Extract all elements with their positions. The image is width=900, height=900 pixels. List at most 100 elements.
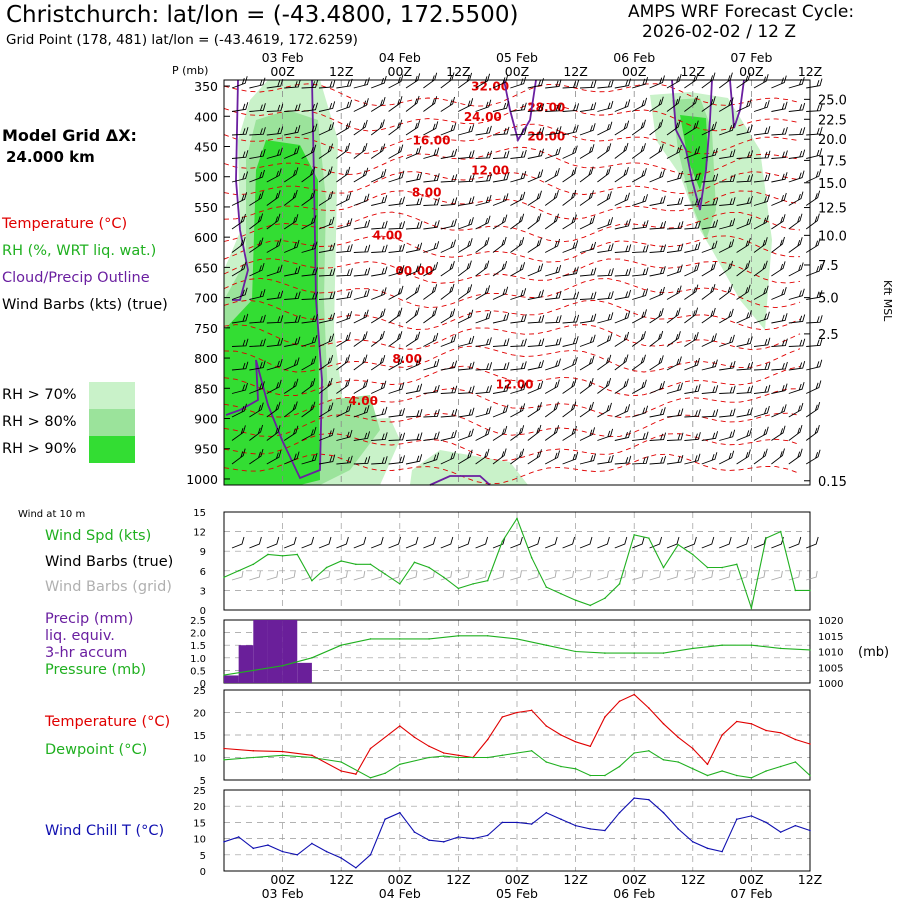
wind-chill-line-point <box>442 841 445 843</box>
wind-barb <box>266 147 283 159</box>
wind-barb <box>597 100 614 112</box>
surface-wind-barb-true <box>388 536 402 549</box>
wind-barb <box>266 168 282 183</box>
wind-barb <box>614 244 632 253</box>
temperature-label: Temperature (°C) <box>45 714 171 730</box>
wind-barb <box>510 361 527 371</box>
pressure-line-point <box>369 638 372 640</box>
wind-barb <box>753 311 770 324</box>
wind-barb <box>388 285 404 300</box>
cross-section-frame <box>223 79 811 486</box>
bottom-date-label: 05 Feb <box>496 886 538 900</box>
temperature-line-point <box>735 720 738 723</box>
wind-speed-line-point <box>604 597 606 600</box>
wind-barb <box>788 448 803 465</box>
wind-barb <box>301 123 318 136</box>
wind-barb <box>231 338 249 347</box>
wind-barb <box>788 213 803 230</box>
wind-barb <box>527 78 544 89</box>
wind-barb <box>405 408 423 418</box>
windchill-panel-y-tick: 0 <box>200 867 206 878</box>
wind-barb <box>301 190 316 206</box>
wind-barb <box>649 195 666 206</box>
wind-barb <box>371 220 388 230</box>
wind-barb <box>266 401 281 418</box>
wind-barb <box>458 309 474 324</box>
wind-barb <box>684 384 701 394</box>
temperature-line-point <box>809 743 811 745</box>
pressure-y2-tick: 1015 <box>818 632 843 643</box>
wind-barb <box>492 236 507 253</box>
wind-barb <box>388 356 404 371</box>
dewpoint-line-point <box>677 761 679 763</box>
wind-barb <box>423 284 438 300</box>
wind-barb <box>771 313 788 324</box>
dewpoint-line-point <box>252 756 255 759</box>
wind-barb <box>666 307 681 324</box>
wind-barb <box>597 79 614 89</box>
wind-barb <box>318 190 334 206</box>
wind-barb <box>231 313 249 324</box>
wind-barb <box>249 360 266 371</box>
wind-barb <box>701 333 717 347</box>
pressure-label: Pressure (mb) <box>45 662 147 678</box>
wind-chill-line-point <box>428 839 430 842</box>
dewpoint-line-point <box>618 765 621 768</box>
wind-speed-line-point <box>355 563 357 566</box>
wind-barb <box>736 284 751 300</box>
wind-barb <box>405 284 421 300</box>
rh70-area <box>410 450 528 485</box>
dewpoint-line-point <box>750 776 753 779</box>
precip-bar <box>253 620 268 683</box>
wind-barb <box>719 197 736 206</box>
temperature-line-point <box>721 734 723 736</box>
wind-barb <box>579 377 594 394</box>
precip-panel-y-tick: 2.5 <box>190 616 206 627</box>
wind-barb <box>701 307 716 324</box>
wind-barb <box>806 103 823 112</box>
wind-barb <box>492 362 510 371</box>
wind-barb <box>492 286 509 300</box>
wind-barb <box>579 267 597 277</box>
wind-barb <box>405 383 423 394</box>
wind-chill-line-point <box>340 857 343 859</box>
wind-barb <box>336 78 353 89</box>
surface-wind-barb-grid <box>666 570 679 581</box>
surface-wind-barb-grid <box>719 570 731 581</box>
wind-barb <box>301 80 319 89</box>
wind-barb <box>510 237 525 253</box>
temperature-line-point <box>252 749 255 752</box>
surface-wind-barb-true <box>492 536 506 549</box>
wind-barb <box>771 404 787 418</box>
cloud-outline <box>429 475 491 486</box>
top-date-label: 07 Feb <box>730 50 772 65</box>
top-time-tick: 00Z <box>739 64 763 79</box>
wind-barb <box>266 337 284 347</box>
wind-speed-line-point <box>237 570 240 572</box>
bottom-time-tick: 00Z <box>388 872 412 887</box>
wind-barb <box>475 173 492 183</box>
wind-barb <box>336 142 351 159</box>
pressure-tick-label: 800 <box>194 351 218 366</box>
wind-barb <box>684 242 701 253</box>
wind-barb <box>440 122 457 136</box>
temperature-line-point <box>442 752 445 754</box>
pressure-line-point <box>604 652 606 654</box>
wind-barb <box>371 432 388 441</box>
temperature-line-point <box>794 738 797 741</box>
wind-barb <box>405 95 420 112</box>
wind-barb <box>475 73 491 89</box>
wind-speed-line-point <box>223 576 225 579</box>
wind-barb <box>684 331 699 347</box>
surface-wind-barb-true <box>405 536 419 549</box>
wind-panel-y-tick: 12 <box>193 528 206 539</box>
wind-barb <box>805 424 820 441</box>
wind-barb <box>701 452 718 465</box>
wind-barb <box>684 307 699 324</box>
wind-barb <box>440 408 458 418</box>
wind-barb <box>719 218 736 230</box>
pressure-line-point <box>574 650 577 653</box>
dewpoint-line-point <box>281 754 284 757</box>
dewpoint-line-point <box>648 749 650 752</box>
wind-barb <box>614 354 629 371</box>
